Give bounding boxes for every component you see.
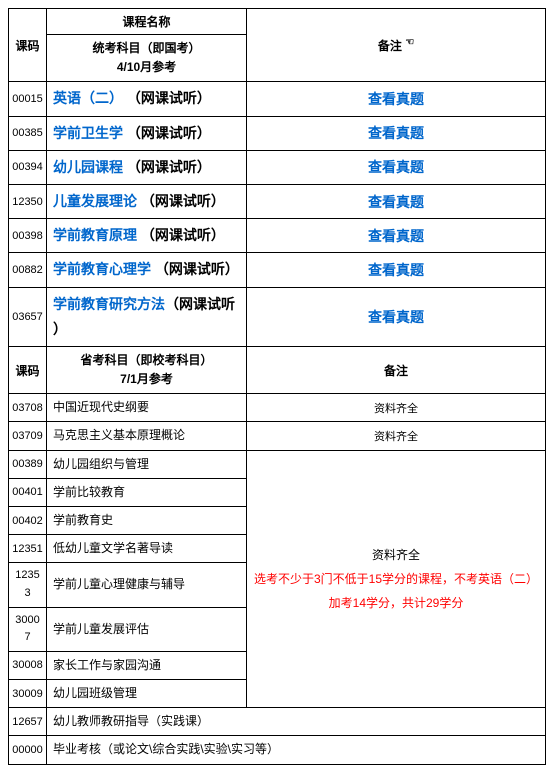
course-name: 幼儿园组织与管理: [53, 457, 149, 471]
course-code: 00882: [12, 264, 43, 276]
course-code: 12350: [12, 196, 43, 208]
remark-link[interactable]: 查看真题: [368, 228, 424, 244]
course-code: 00402: [12, 515, 43, 527]
course-code: 03708: [12, 402, 43, 414]
note-icon: ☜: [405, 37, 414, 48]
course-table: 课码 课程名称备注 ☜ 统考科目（即国考）4/10月参考 00015 英语（二） （网课…: [8, 8, 546, 765]
header2-name-sub1: 省考科目（即校考科目）: [49, 351, 244, 370]
course-name: 中国近现代史纲要: [53, 400, 149, 414]
course-name: 低幼儿童文学名著导读: [53, 541, 173, 555]
course-code: 30009: [12, 688, 43, 700]
course-code: 12353: [15, 569, 39, 599]
course-name: 学前儿童心理健康与辅导: [53, 577, 185, 591]
header2-code: 课码: [15, 364, 39, 378]
course-name[interactable]: 学前卫生学: [53, 125, 123, 141]
course-name[interactable]: 英语（二）: [53, 90, 123, 106]
course-name: 马克思主义基本原理概论: [53, 428, 185, 442]
course-code: 00385: [12, 127, 43, 139]
course-code: 12351: [12, 543, 43, 555]
course-code: 00015: [12, 93, 43, 105]
remark-text: 资料齐全: [374, 403, 418, 415]
remark-link[interactable]: 查看真题: [368, 159, 424, 175]
course-code: 03709: [12, 430, 43, 442]
course-name: 学前儿童发展评估: [53, 622, 149, 636]
course-code: 00389: [12, 458, 43, 470]
course-code: 30008: [12, 659, 43, 671]
course-code: 00000: [12, 744, 43, 756]
course-name[interactable]: 学前教育研究方法: [53, 296, 165, 312]
course-code: 00401: [12, 486, 43, 498]
course-suffix-2[interactable]: ）: [53, 321, 67, 337]
course-name: 毕业考核（或论文\综合实践\实验\实习等）: [53, 742, 279, 756]
course-code: 00398: [12, 230, 43, 242]
merged-remark-line1: 资料齐全: [249, 543, 543, 567]
course-name[interactable]: 学前教育心理学: [53, 261, 151, 277]
course-code: 12657: [12, 716, 43, 728]
merged-remark-line2: 选考不少于3门不低于15学分的课程，不考英语（二）加考14学分，共计29学分: [249, 567, 543, 615]
remark-link[interactable]: 查看真题: [368, 91, 424, 107]
course-name[interactable]: 儿童发展理论: [53, 193, 137, 209]
course-name: 学前比较教育: [53, 485, 125, 499]
header-code: 课码: [15, 39, 39, 53]
remark-link[interactable]: 查看真题: [368, 194, 424, 210]
remark-link[interactable]: 查看真题: [368, 125, 424, 141]
course-suffix[interactable]: （网课试听）: [155, 261, 239, 277]
course-code: 03657: [12, 311, 43, 323]
course-name: 幼儿教师教研指导（实践课）: [53, 714, 209, 728]
course-suffix[interactable]: （网课试听: [165, 296, 235, 312]
header2-name-sub2: 7/1月参考: [49, 370, 244, 389]
header2-remark: 备注: [384, 364, 408, 378]
remark-text: 资料齐全: [374, 431, 418, 443]
remark-link[interactable]: 查看真题: [368, 309, 424, 325]
course-suffix[interactable]: （网课试听）: [127, 159, 211, 175]
course-name: 幼儿园班级管理: [53, 686, 137, 700]
header-name-title: 课程名称: [122, 15, 170, 29]
course-name: 家长工作与家园沟通: [53, 658, 161, 672]
remark-link[interactable]: 查看真题: [368, 262, 424, 278]
course-name[interactable]: 幼儿园课程: [53, 159, 123, 175]
course-suffix[interactable]: （网课试听）: [141, 227, 225, 243]
course-code: 30007: [15, 614, 39, 644]
header-name-sub1: 统考科目（即国考）: [49, 39, 244, 58]
header-name-sub2: 4/10月参考: [49, 58, 244, 77]
course-code: 00394: [12, 161, 43, 173]
course-name: 学前教育史: [53, 513, 113, 527]
course-name[interactable]: 学前教育原理: [53, 227, 137, 243]
header-remark: 备注: [378, 39, 402, 53]
course-suffix[interactable]: （网课试听）: [127, 90, 211, 106]
course-suffix[interactable]: （网课试听）: [127, 125, 211, 141]
course-suffix[interactable]: （网课试听）: [141, 193, 225, 209]
